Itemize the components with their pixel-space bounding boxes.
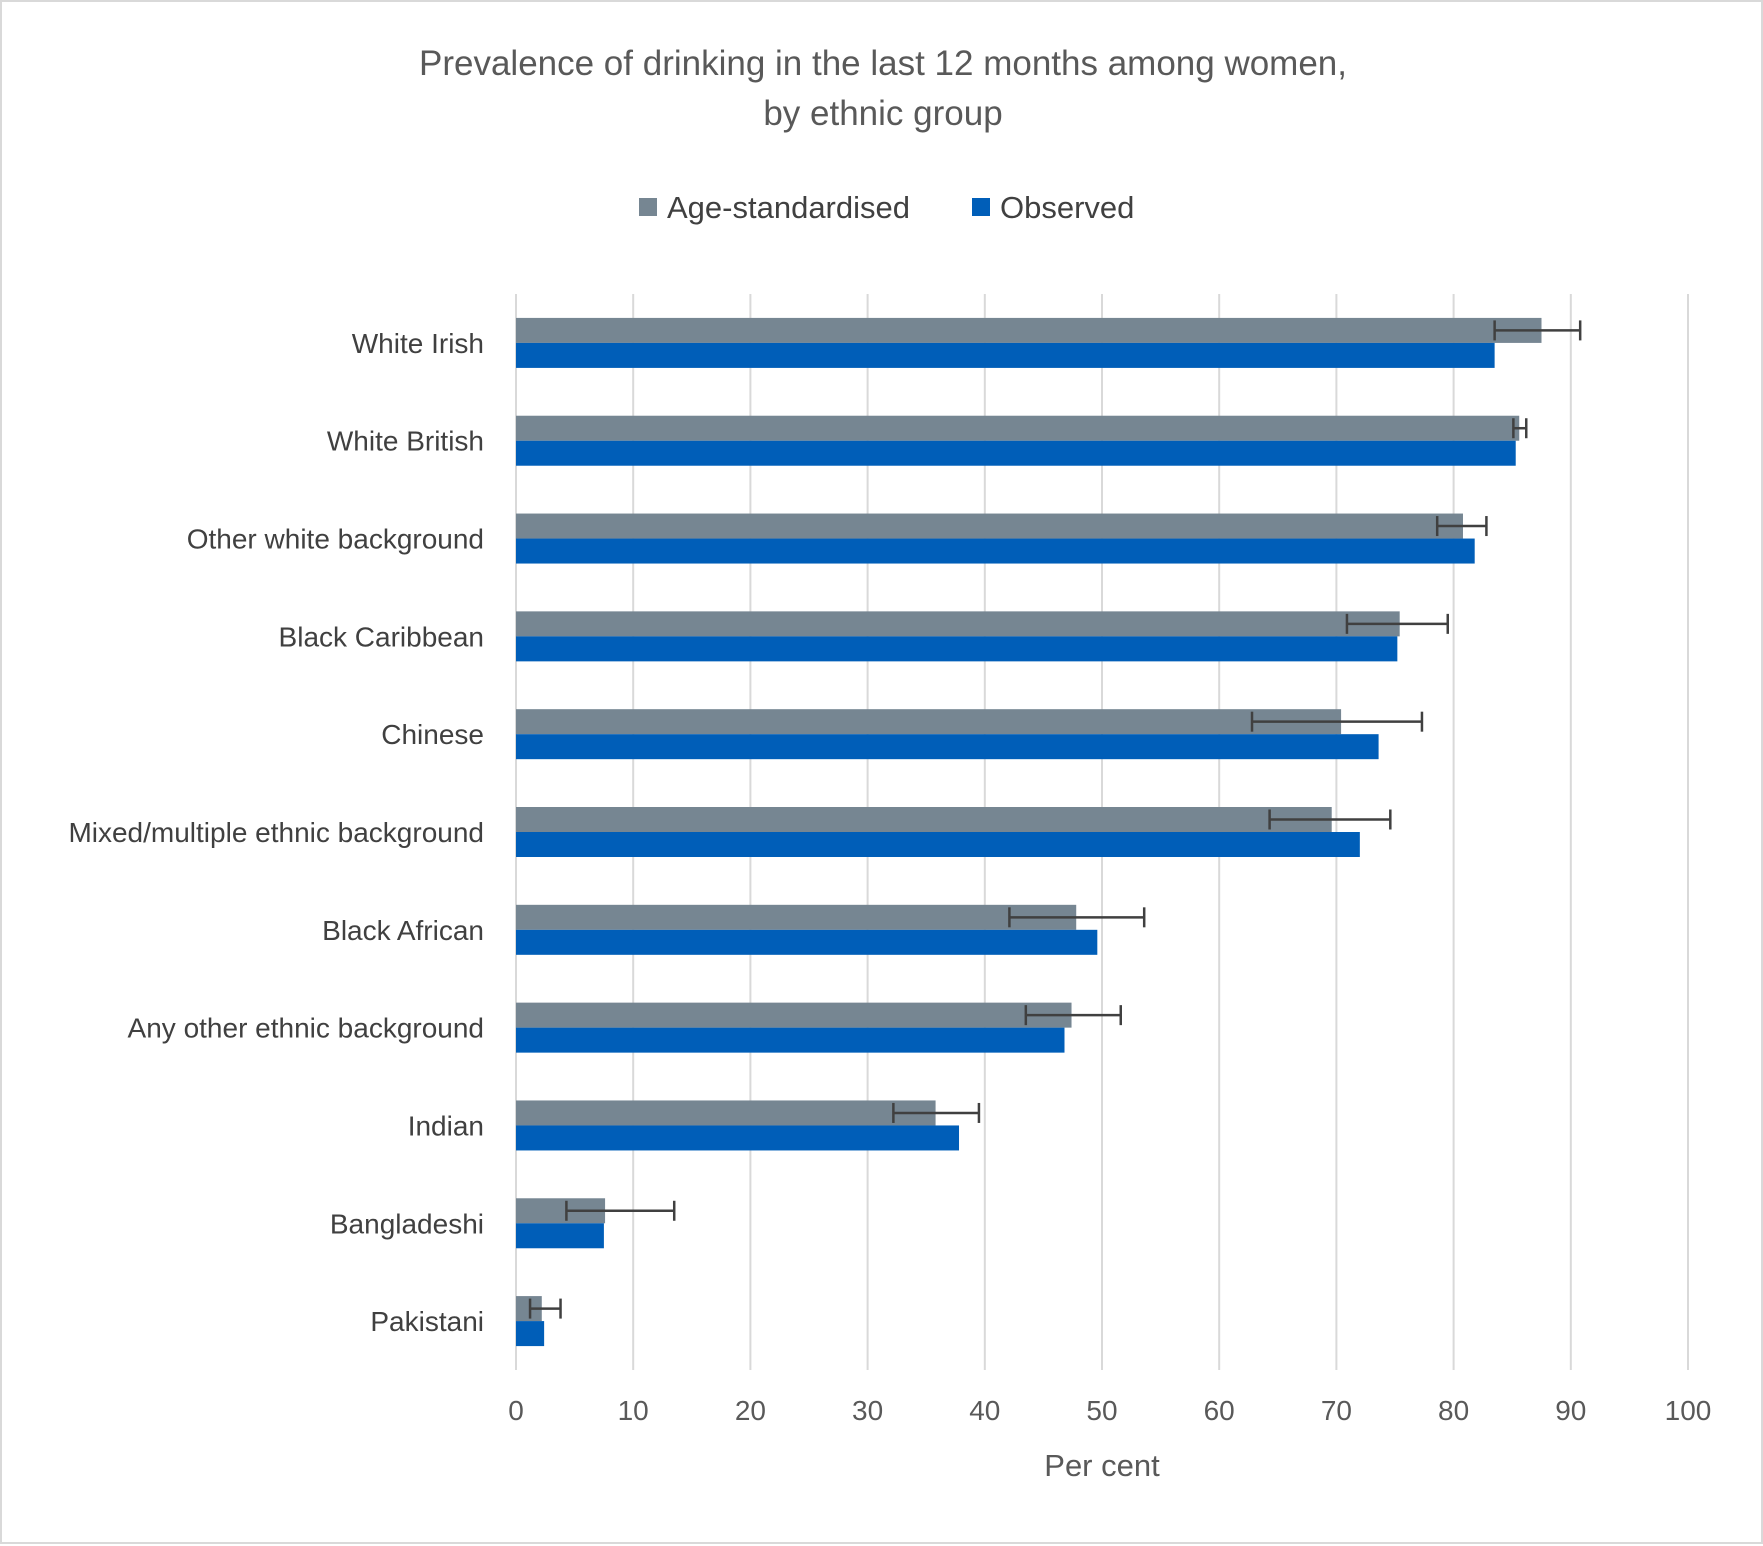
category-label-any-other-ethnic-background: Any other ethnic background [128,1013,484,1044]
x-tick-label-10: 10 [618,1395,649,1426]
x-tick-label-30: 30 [852,1395,883,1426]
x-tick-label-20: 20 [735,1395,766,1426]
chart-title-line2: by ethnic group [763,94,1002,133]
bar-age-standardised-black-african [516,904,1077,930]
bar-age-standardised-any-other-ethnic-background [516,1002,1072,1028]
bar-observed-bangladeshi [516,1223,604,1249]
category-label-pakistani: Pakistani [370,1306,484,1337]
error-bar-black-african [1008,907,1146,928]
error-bar-chinese [1250,711,1424,732]
legend-label-age-standardised: Age-standardised [667,190,910,225]
bar-observed-black-caribbean [516,636,1398,662]
error-bar-any-other-ethnic-background [1024,1005,1123,1026]
error-bars [528,320,1582,1319]
x-tick-label-50: 50 [1086,1395,1117,1426]
bar-age-standardised-white-irish [516,317,1542,343]
category-label-white-british: White British [327,426,484,457]
error-bar-white-british [1512,418,1528,439]
category-label-bangladeshi: Bangladeshi [330,1208,484,1239]
bar-observed-white-british [516,440,1516,466]
bar-age-standardised-white-british [516,415,1520,441]
bar-observed-black-african [516,929,1098,955]
bar-age-standardised-indian [516,1100,936,1126]
x-tick-label-60: 60 [1204,1395,1235,1426]
category-label-other-white-background: Other white background [187,524,484,555]
bar-observed-white-irish [516,342,1495,368]
category-label-white-irish: White Irish [352,328,484,359]
category-label-mixed-multiple-ethnic-background: Mixed/multiple ethnic background [68,817,484,848]
error-bar-white-irish [1493,320,1582,341]
category-label-chinese: Chinese [381,719,484,750]
x-tick-label-0: 0 [508,1395,524,1426]
bar-observed-indian [516,1125,960,1151]
bar-observed-other-white-background [516,538,1475,564]
error-bar-pakistani [528,1298,562,1319]
x-axis-title: Per cent [1044,1448,1160,1483]
bar-observed-chinese [516,734,1379,760]
bar-observed-any-other-ethnic-background [516,1027,1065,1053]
bar-age-standardised-chinese [516,709,1342,735]
x-tick-label-70: 70 [1321,1395,1352,1426]
error-bar-black-caribbean [1345,613,1449,634]
error-bar-mixed-multiple-ethnic-background [1268,809,1392,830]
category-label-black-caribbean: Black Caribbean [279,621,484,652]
bar-age-standardised-mixed-multiple-ethnic-background [516,807,1332,832]
x-tick-labels: 0 10 20 30 40 50 60 70 80 90 100 [508,1395,1711,1426]
bar-age-standardised-black-caribbean [516,611,1400,637]
error-bar-other-white-background [1435,516,1488,537]
category-label-black-african: Black African [322,915,484,946]
error-bar-indian [892,1102,981,1123]
chart-title-line1: Prevalence of drinking in the last 12 mo… [419,44,1347,83]
category-label-indian: Indian [408,1110,484,1141]
bar-observed-mixed-multiple-ethnic-background [516,832,1360,857]
x-tick-label-80: 80 [1438,1395,1469,1426]
x-tick-label-90: 90 [1555,1395,1586,1426]
error-bar-bangladeshi [565,1200,676,1221]
legend: Age-standardised Observed [639,190,1134,225]
bar-age-standardised-other-white-background [516,513,1463,539]
x-tick-label-100: 100 [1665,1395,1712,1426]
legend-swatch-observed [972,198,990,216]
x-tick-label-40: 40 [969,1395,1000,1426]
legend-label-observed: Observed [1000,190,1134,225]
bar-observed-pakistani [516,1321,545,1347]
legend-swatch-age-standardised [639,198,657,216]
category-labels: White Irish White British Other white back… [68,328,484,1337]
bars [516,317,1542,1347]
